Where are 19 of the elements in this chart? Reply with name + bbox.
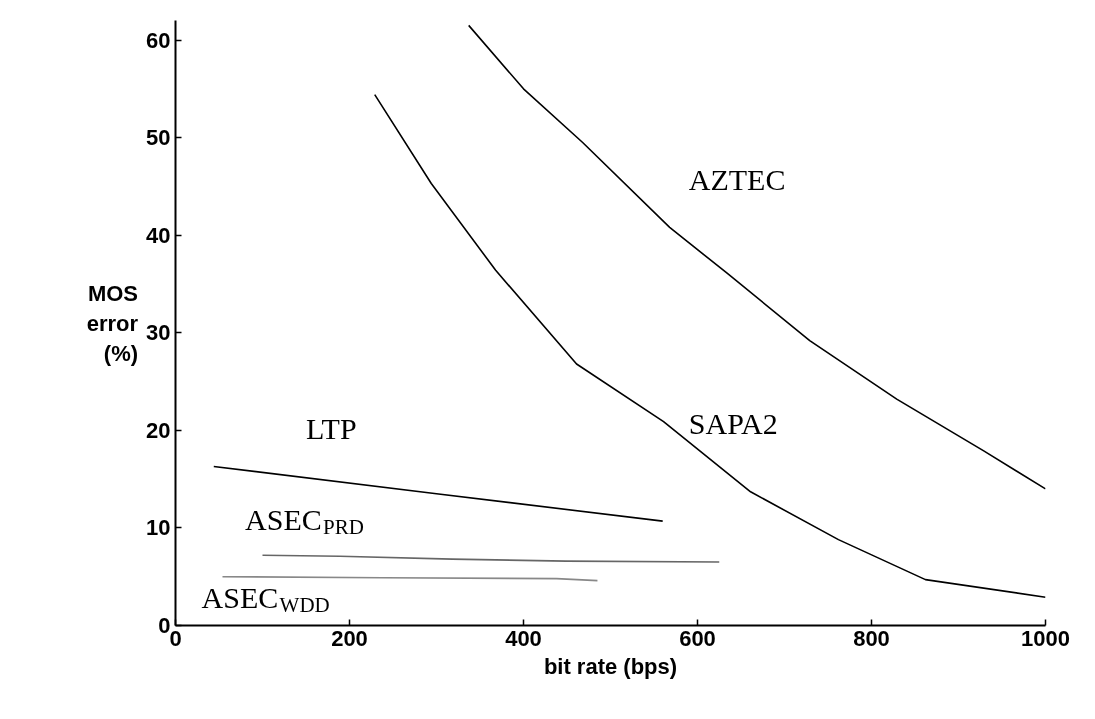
- x-tick-label: 600: [679, 625, 716, 651]
- series-label: AZTEC: [688, 163, 786, 197]
- y-tick-label: 30: [146, 320, 171, 346]
- series-label: SAPA2: [688, 407, 778, 441]
- x-axis-title: bit rate (bps): [543, 653, 678, 679]
- y-tick-label: 20: [146, 417, 171, 443]
- x-tick-label: 400: [505, 625, 542, 651]
- y-tick-label: 60: [146, 27, 171, 53]
- y-tick-label: 10: [146, 515, 171, 541]
- y-axis-title: MOS error (%): [86, 280, 139, 366]
- y-tick-label: 50: [146, 125, 171, 151]
- line-series: [373, 93, 1046, 598]
- line-series: [467, 24, 1046, 490]
- x-tick-label: 1000: [1021, 625, 1070, 651]
- y-tick-label: 40: [146, 222, 171, 248]
- x-tick-label: 800: [853, 625, 890, 651]
- x-tick-label: 200: [331, 625, 368, 651]
- series-label: LTP: [306, 411, 357, 445]
- line-series: [261, 554, 721, 563]
